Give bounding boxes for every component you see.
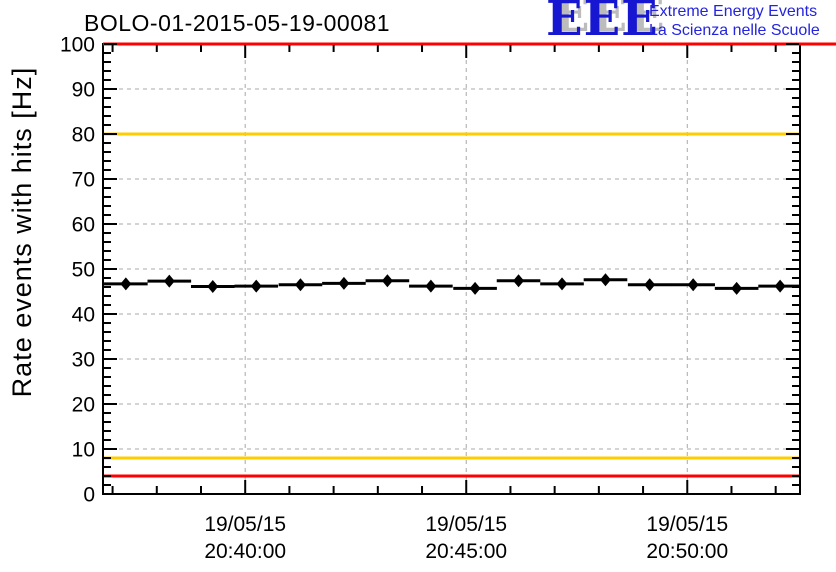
data-point: [207, 280, 219, 294]
data-point: [599, 273, 611, 287]
y-tick-label: 50: [72, 259, 95, 282]
x-tick-label-time: 20:40:00: [204, 540, 286, 563]
data-point: [120, 277, 132, 291]
data-point: [294, 278, 306, 292]
x-tick-label-date: 19/05/15: [204, 513, 286, 536]
y-tick-label: 90: [72, 79, 95, 102]
eee-logo-line2: La Scienza nelle Scuole: [649, 22, 820, 39]
y-tick-label: 0: [83, 484, 95, 507]
y-tick-label: 60: [72, 214, 95, 237]
x-tick-label-time: 20:50:00: [646, 540, 728, 563]
y-tick-label: 80: [72, 124, 95, 147]
y-tick-label: 30: [72, 349, 95, 372]
data-point: [644, 278, 656, 292]
y-tick-label: 40: [72, 304, 95, 327]
data-point: [556, 277, 568, 291]
data-point: [687, 278, 699, 292]
data-point: [469, 281, 481, 295]
data-point: [513, 274, 525, 288]
eee-logo-acronym: EEE: [546, 0, 659, 47]
y-tick-label: 20: [72, 394, 95, 417]
y-tick-label: 10: [72, 439, 95, 462]
data-point: [381, 274, 393, 288]
eee-logo: EEE Extreme Energy Events La Scienza nel…: [546, 0, 836, 47]
eee-logo-line1: Extreme Energy Events: [649, 3, 818, 20]
data-point: [338, 276, 350, 290]
data-point: [250, 279, 262, 293]
chart-title: BOLO-01-2015-05-19-00081: [84, 10, 391, 36]
data-point: [731, 281, 743, 295]
x-tick-label-date: 19/05/15: [646, 513, 728, 536]
x-tick-label-date: 19/05/15: [425, 513, 507, 536]
y-tick-label: 100: [60, 34, 95, 57]
data-point: [425, 279, 437, 293]
y-axis-title: Rate events with hits [Hz]: [7, 66, 37, 398]
data-point: [163, 274, 175, 288]
x-tick-label-time: 20:45:00: [425, 540, 507, 563]
eee-logo-text: Extreme Energy Events La Scienza nelle S…: [649, 2, 820, 40]
y-tick-label: 70: [72, 169, 95, 192]
data-point: [774, 279, 786, 293]
